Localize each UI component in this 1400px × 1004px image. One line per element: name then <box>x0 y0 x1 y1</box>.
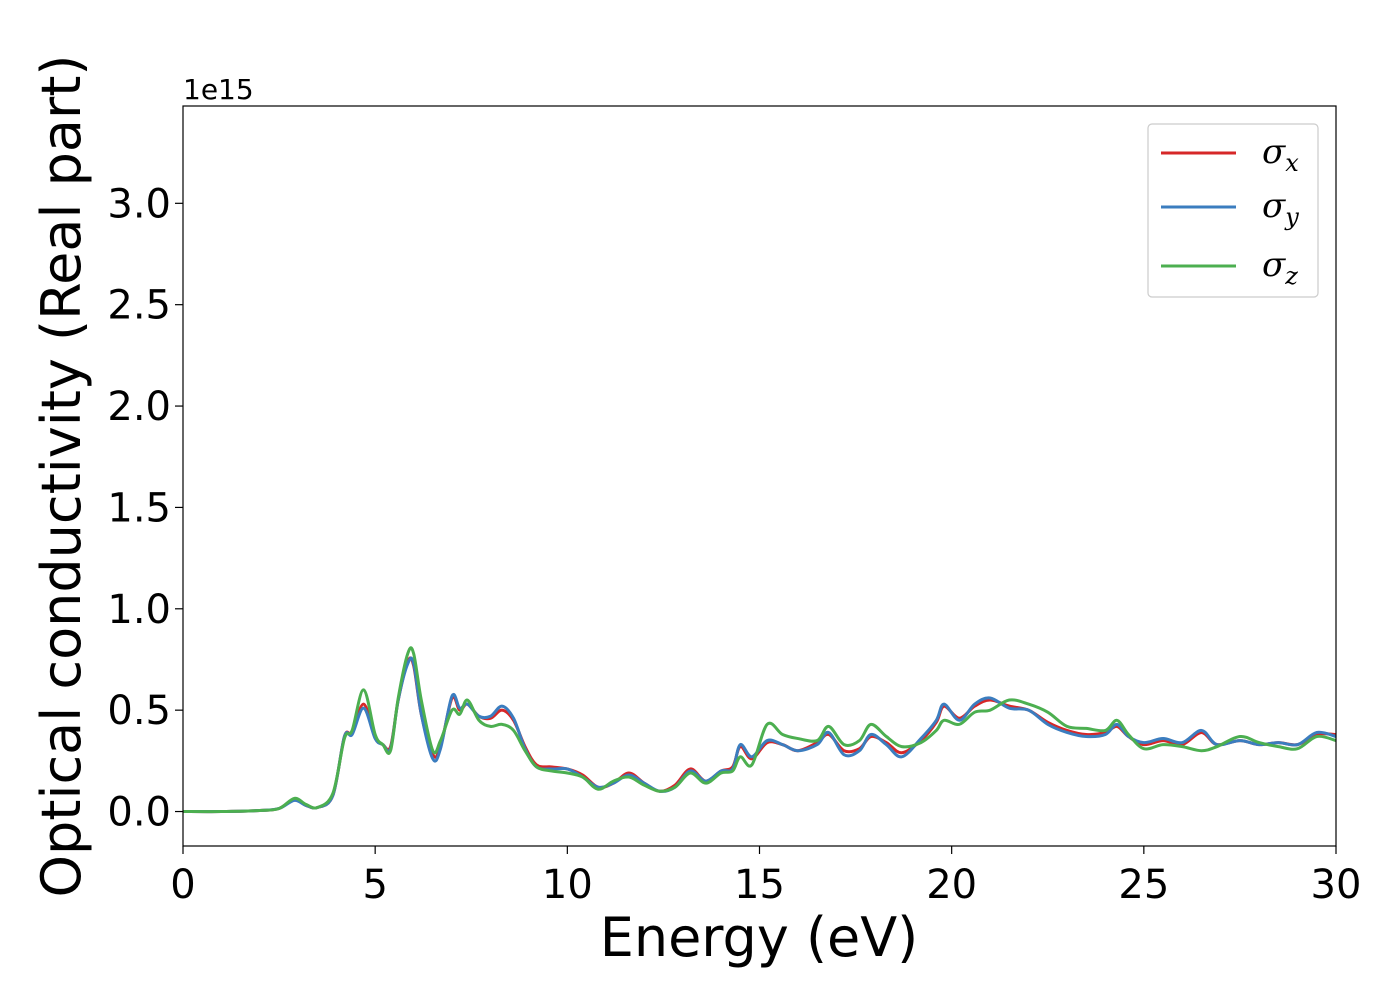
legend-symbol: σ <box>1262 132 1286 172</box>
x-tick-label: 30 <box>1311 862 1362 908</box>
x-axis-ticks: 0 5 10 15 20 25 30 <box>170 846 1361 908</box>
legend-symbol: σ <box>1262 245 1286 285</box>
legend-label-z: σz <box>1262 245 1298 290</box>
y-tick-label: 1.5 <box>107 485 171 531</box>
y-offset-label: 1e15 <box>183 73 254 106</box>
legend-subscript: z <box>1284 262 1298 290</box>
plot-background <box>183 106 1336 846</box>
y-tick-label: 2.0 <box>107 384 171 430</box>
y-tick-label: 3.0 <box>107 181 171 227</box>
legend-label-y: σy <box>1262 186 1299 231</box>
x-tick-label: 25 <box>1118 862 1169 908</box>
y-tick-label: 0.5 <box>107 688 171 734</box>
x-tick-label: 10 <box>542 862 593 908</box>
legend-symbol: σ <box>1262 186 1286 226</box>
x-axis-label: Energy (eV) <box>600 906 919 969</box>
y-tick-label: 0.0 <box>107 790 171 836</box>
series-line-z <box>183 646 1336 814</box>
y-axis-label: Optical conductivity (Real part) <box>30 55 93 898</box>
series-layer <box>183 646 1336 814</box>
legend-box <box>1147 123 1319 298</box>
legend-subscript: x <box>1285 149 1299 177</box>
x-tick-label: 20 <box>926 862 977 908</box>
legend-subscript: y <box>1284 203 1299 231</box>
x-tick-label: 0 <box>170 862 195 908</box>
y-tick-label: 2.5 <box>107 283 171 329</box>
y-tick-label: 1.0 <box>107 587 171 633</box>
x-tick-label: 15 <box>734 862 785 908</box>
x-tick-label: 5 <box>362 862 387 908</box>
y-axis-ticks: 0.0 0.5 1.0 1.5 2.0 2.5 3.0 <box>107 181 183 836</box>
legend-label-x: σx <box>1262 132 1299 177</box>
